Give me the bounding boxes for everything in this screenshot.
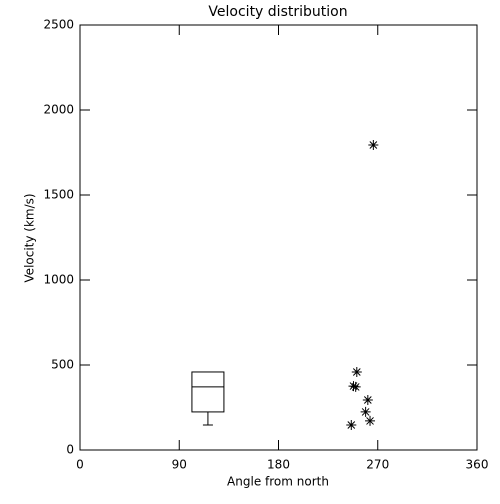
plot-frame: [79, 24, 478, 451]
y-tick-label: 1500: [43, 188, 74, 202]
scatter-point: [365, 415, 376, 426]
y-tick-label: 1000: [43, 273, 74, 287]
chart-title: Velocity distribution: [208, 4, 347, 20]
box: [191, 371, 225, 413]
scatter-point: [362, 395, 373, 406]
x-tick-label: 270: [366, 458, 389, 472]
y-tick-label: 2500: [43, 18, 74, 32]
scatter-point: [368, 140, 379, 151]
x-tick-label: 0: [76, 458, 84, 472]
scatter-point: [348, 381, 359, 392]
y-axis-label: Velocity (km/s): [23, 193, 37, 282]
scatter-point: [351, 366, 362, 377]
x-tick-label: 90: [172, 458, 187, 472]
y-tick-label: 0: [66, 443, 74, 457]
scatter-point: [346, 420, 357, 431]
y-tick-label: 2000: [43, 103, 74, 117]
x-tick-label: 180: [267, 458, 290, 472]
x-axis-label: Angle from north: [227, 475, 329, 489]
scatter-point: [360, 406, 371, 417]
scatter-point: [350, 381, 361, 392]
y-tick-label: 500: [51, 358, 74, 372]
x-tick-label: 360: [466, 458, 489, 472]
